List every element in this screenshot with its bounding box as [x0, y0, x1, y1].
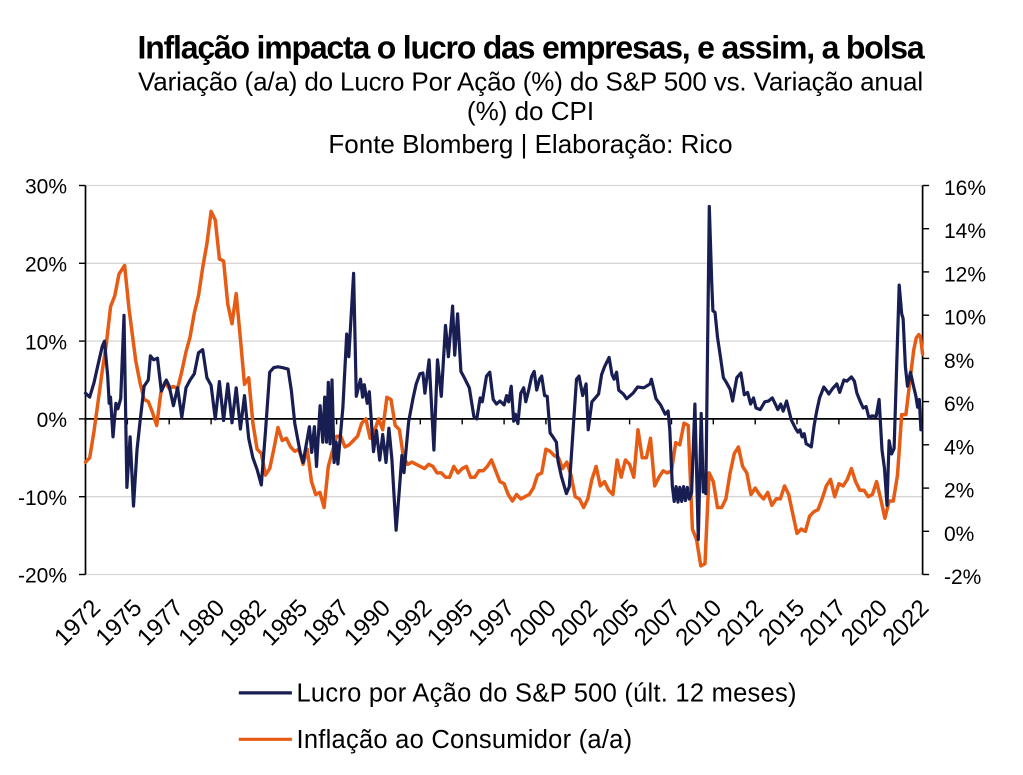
svg-text:2%: 2% [944, 480, 974, 503]
svg-text:Inflação impacta o lucro das e: Inflação impacta o lucro das empresas, e… [138, 30, 925, 66]
svg-text:-20%: -20% [18, 565, 67, 588]
svg-text:0%: 0% [37, 409, 67, 432]
svg-text:-2%: -2% [944, 566, 981, 589]
svg-text:Lucro por Ação do S&P 500 (últ: Lucro por Ação do S&P 500 (últ. 12 meses… [297, 680, 797, 708]
svg-text:12%: 12% [944, 263, 986, 286]
svg-text:16%: 16% [944, 177, 986, 200]
svg-text:Variação (a/a) do Lucro Por Aç: Variação (a/a) do Lucro Por Ação (%) do … [138, 67, 923, 97]
svg-text:Inflação ao Consumidor (a/a): Inflação ao Consumidor (a/a) [297, 726, 633, 754]
svg-text:6%: 6% [944, 393, 974, 416]
svg-text:20%: 20% [25, 254, 67, 277]
svg-text:10%: 10% [25, 331, 67, 354]
svg-text:10%: 10% [944, 307, 986, 330]
svg-text:4%: 4% [944, 436, 974, 459]
svg-text:8%: 8% [944, 350, 974, 373]
svg-text:-10%: -10% [18, 487, 67, 510]
svg-text:30%: 30% [25, 176, 67, 199]
svg-text:14%: 14% [944, 220, 986, 243]
svg-text:(%) do CPI: (%) do CPI [467, 96, 594, 126]
svg-text:Fonte Blomberg | Elaboração: R: Fonte Blomberg | Elaboração: Rico [328, 129, 732, 159]
svg-text:0%: 0% [944, 523, 974, 546]
